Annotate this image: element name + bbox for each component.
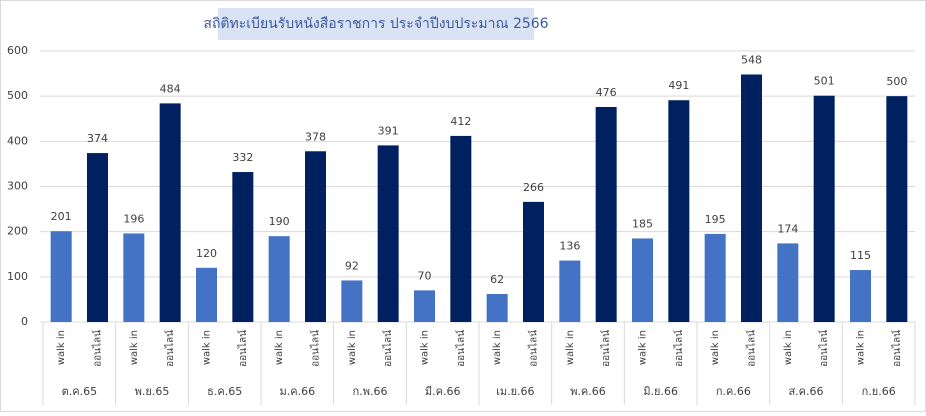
sub-category-label: walk in <box>56 330 67 365</box>
sub-category-label: ออนไลน์ <box>891 330 903 367</box>
bar <box>450 135 472 322</box>
sub-category-label: ออนไลน์ <box>528 330 540 367</box>
bar <box>377 145 399 322</box>
bar <box>50 231 72 322</box>
value-label: 195 <box>705 213 726 226</box>
bar <box>886 96 908 323</box>
x-tick-label: ธ.ค.65 <box>207 385 242 398</box>
value-label: 501 <box>814 75 835 88</box>
value-label: 196 <box>123 212 144 225</box>
y-tick-label: 100 <box>7 270 28 283</box>
value-label: 190 <box>269 215 290 228</box>
x-tick-label: ก.พ.66 <box>353 385 388 398</box>
value-label: 391 <box>378 124 399 137</box>
sub-category-label: walk in <box>492 330 503 365</box>
value-label: 201 <box>51 210 72 223</box>
sub-category-label: ออนไลน์ <box>382 330 394 367</box>
bar <box>268 236 290 322</box>
chart-title: สถิติทะเบียนรับหนังสือราชการ ประจำปีงบปร… <box>203 16 548 32</box>
bar <box>632 238 653 322</box>
y-tick-label: 400 <box>7 134 28 147</box>
bar <box>595 107 617 322</box>
bar <box>123 233 145 322</box>
x-tick-label: ส.ค.66 <box>788 385 823 398</box>
sub-category-label: ออนไลน์ <box>600 330 612 367</box>
y-tick-label: 300 <box>7 180 28 193</box>
sub-category-label: walk in <box>129 330 140 365</box>
bar <box>232 172 254 322</box>
value-label: 266 <box>523 181 544 194</box>
sub-category-label: ออนไลน์ <box>818 330 830 367</box>
bar <box>196 267 217 322</box>
x-tick-label: พ.ค.66 <box>570 385 606 398</box>
title-box <box>218 8 534 40</box>
bar <box>159 103 181 322</box>
x-tick-label: มิ.ย.66 <box>643 385 678 398</box>
value-label: 120 <box>196 247 217 260</box>
value-label: 500 <box>886 75 907 88</box>
value-label: 70 <box>418 269 432 282</box>
sub-category-label: walk in <box>856 330 867 365</box>
sub-category-label: walk in <box>565 330 576 365</box>
bar <box>741 74 762 322</box>
y-tick-label: 200 <box>7 225 28 238</box>
sub-category-label: ออนไลน์ <box>92 330 104 367</box>
x-tick-label: ต.ค.65 <box>62 385 98 398</box>
value-label: 115 <box>850 249 871 262</box>
sub-category-label: ออนไลน์ <box>237 330 249 367</box>
bar <box>850 270 871 322</box>
sub-category-label: ออนไลน์ <box>673 330 685 367</box>
value-label: 484 <box>160 82 181 95</box>
value-label: 332 <box>232 151 253 164</box>
sub-category-label: walk in <box>710 330 721 365</box>
x-tick-label: มี.ค.66 <box>425 385 461 398</box>
bar <box>305 151 326 322</box>
sub-category-label: walk in <box>202 330 213 365</box>
value-label: 136 <box>559 240 580 253</box>
x-tick-label: ก.ย.66 <box>862 385 896 398</box>
x-tick-label: พ.ย.65 <box>135 385 170 398</box>
bar <box>341 280 363 322</box>
sub-category-label: walk in <box>274 330 285 365</box>
sub-category-label: ออนไลน์ <box>746 330 758 367</box>
value-label: 412 <box>450 115 471 128</box>
bar <box>559 260 581 322</box>
x-tick-label: ก.ค.66 <box>716 385 751 398</box>
value-label: 92 <box>345 259 359 272</box>
bar <box>87 153 108 322</box>
x-tick-label: ม.ค.66 <box>280 385 316 398</box>
value-label: 374 <box>87 132 108 145</box>
bar <box>813 95 835 322</box>
x-tick-label: เม.ย.66 <box>496 385 534 398</box>
sub-category-label: ออนไลน์ <box>310 330 322 367</box>
bar <box>704 233 726 322</box>
value-label: 548 <box>741 53 762 66</box>
sub-category-label: ออนไลน์ <box>164 330 176 367</box>
bar <box>668 100 690 323</box>
value-label: 378 <box>305 130 326 143</box>
bar <box>414 290 435 322</box>
sub-category-label: walk in <box>347 330 358 365</box>
y-tick-label: 500 <box>7 89 28 102</box>
value-label: 491 <box>668 79 689 92</box>
bar <box>486 293 508 322</box>
value-label: 62 <box>490 273 504 286</box>
sub-category-label: walk in <box>638 330 649 365</box>
value-label: 185 <box>632 217 653 230</box>
y-tick-label: 600 <box>7 44 28 57</box>
value-label: 174 <box>777 222 798 235</box>
bar <box>777 243 799 322</box>
sub-category-label: walk in <box>783 330 794 365</box>
value-label: 476 <box>596 86 617 99</box>
sub-category-label: walk in <box>420 330 431 365</box>
y-tick-label: 0 <box>21 315 28 328</box>
sub-category-label: ออนไลน์ <box>455 330 467 367</box>
bar <box>523 201 544 322</box>
